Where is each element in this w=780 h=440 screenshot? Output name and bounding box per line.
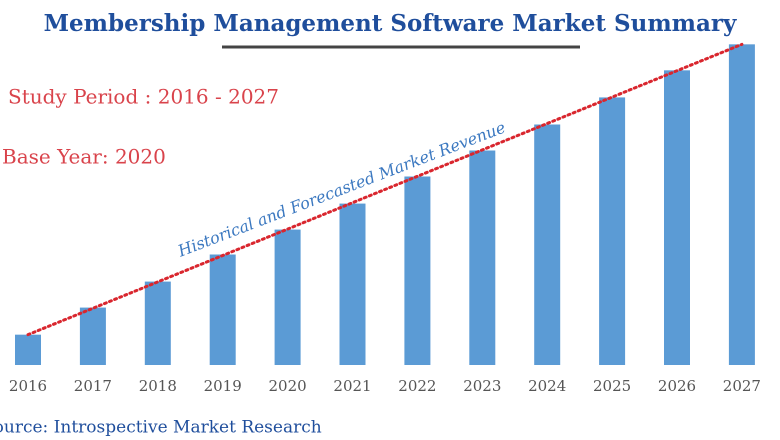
bar — [274, 229, 301, 365]
x-tick-label: 2023 — [463, 377, 501, 395]
x-tick-label: 2024 — [528, 377, 566, 395]
x-tick-label: 2021 — [333, 377, 371, 395]
bar — [469, 150, 496, 365]
chart-title: Membership Management Software Market Su… — [44, 10, 737, 37]
x-tick-label: 2026 — [658, 377, 696, 395]
x-tick-label: 2016 — [9, 377, 47, 395]
bar — [79, 307, 106, 365]
bar — [339, 203, 366, 365]
x-tick-label: 2020 — [269, 377, 307, 395]
bar — [15, 334, 41, 365]
bar — [404, 176, 431, 365]
bar — [599, 97, 626, 366]
study-period: Study Period : 2016 - 2027 — [8, 85, 279, 109]
trend-line — [26, 42, 744, 337]
x-tick-label: 2018 — [139, 377, 177, 395]
bar — [664, 70, 690, 365]
x-tick-label: 2019 — [204, 377, 242, 395]
x-tick-label: 2025 — [593, 377, 631, 395]
source: Source: Introspective Market Research — [0, 418, 322, 438]
bar — [209, 254, 236, 365]
bar — [728, 44, 755, 365]
bar — [534, 124, 561, 365]
bar — [144, 281, 171, 365]
x-tick-label: 2022 — [398, 377, 436, 395]
x-tick-label: 2027 — [723, 377, 761, 395]
x-tick-label: 2017 — [74, 377, 112, 395]
base-year: Base Year: 2020 — [2, 145, 166, 169]
